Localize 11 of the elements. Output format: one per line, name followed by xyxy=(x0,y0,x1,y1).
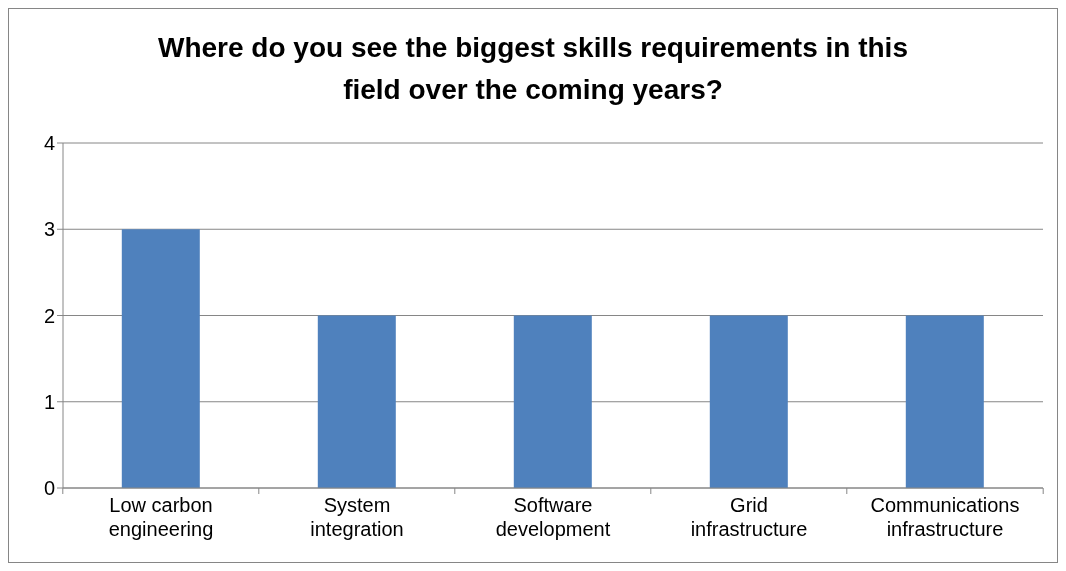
chart-title: Where do you see the biggest skills requirements in this field over the coming years? xyxy=(157,31,909,107)
x-tick-label: Low carbon engineering xyxy=(108,494,214,540)
x-tick-label: Communications infrastructure xyxy=(870,494,1020,540)
y-tick-label: 3 xyxy=(43,218,55,241)
x-tick-label: Software development xyxy=(495,494,611,540)
y-tick-label: 2 xyxy=(43,304,55,327)
y-tick-label: 1 xyxy=(43,390,55,413)
x-tick-label: Grid infrastructure xyxy=(690,494,808,540)
x-tick-label: System integration xyxy=(310,494,404,540)
y-tick-label: 0 xyxy=(43,477,55,500)
y-tick-label: 4 xyxy=(43,132,55,155)
